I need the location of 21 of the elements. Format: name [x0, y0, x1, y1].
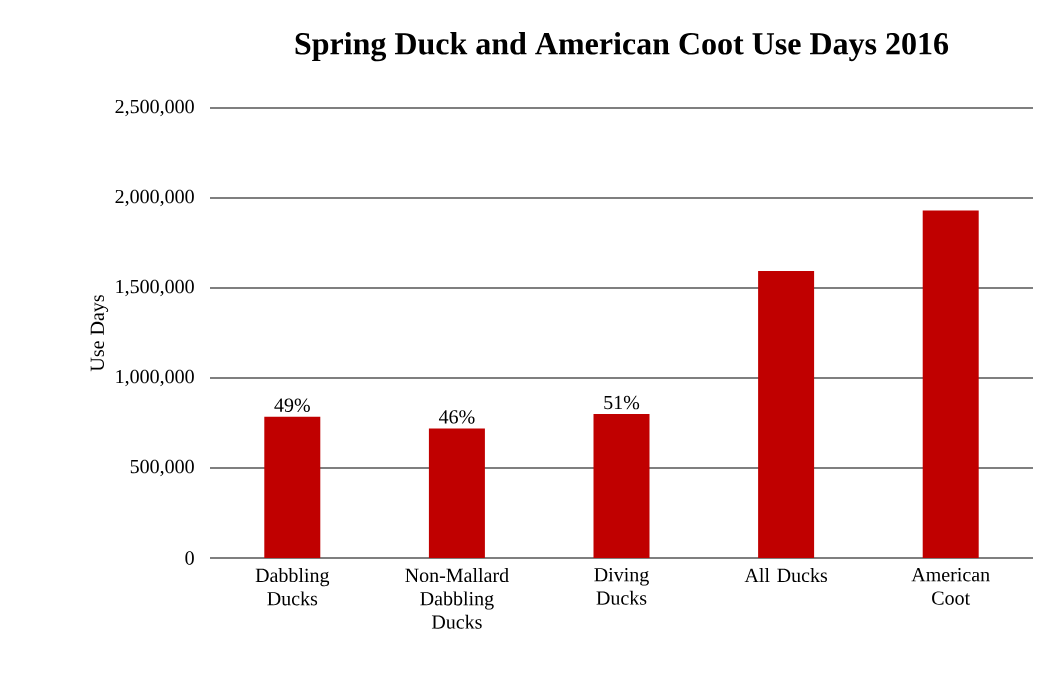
y-tick-label: 0: [185, 551, 194, 565]
bar: [758, 270, 815, 558]
x-tick-label: Non-Mallard Dabbling Ducks: [405, 568, 509, 629]
bar: [593, 414, 650, 558]
annotation: 51%: [604, 395, 640, 410]
annotation: 49%: [274, 398, 310, 412]
y-tick-label: 2,000,000: [115, 189, 194, 207]
y-tick-label: 500,000: [130, 459, 194, 477]
x-tick-label: American Coot: [911, 568, 990, 605]
x-tick-label: Diving Ducks: [594, 568, 649, 605]
x-tick-label: All Ducks: [744, 568, 828, 583]
y-tick-label: 1,000,000: [116, 369, 194, 387]
bar: [428, 428, 485, 558]
y-tick-label: 1,500,000: [116, 279, 194, 297]
y-axis-title: Use Days: [90, 295, 109, 372]
annotation: 46%: [438, 410, 475, 424]
bar: [264, 416, 321, 558]
x-tick-label: Dabbling Ducks: [255, 568, 330, 606]
chart-title: Spring Duck and American Coot Use Days 2016: [295, 32, 949, 62]
y-tick-label: 2,500,000: [115, 99, 194, 117]
bar: [922, 210, 979, 558]
